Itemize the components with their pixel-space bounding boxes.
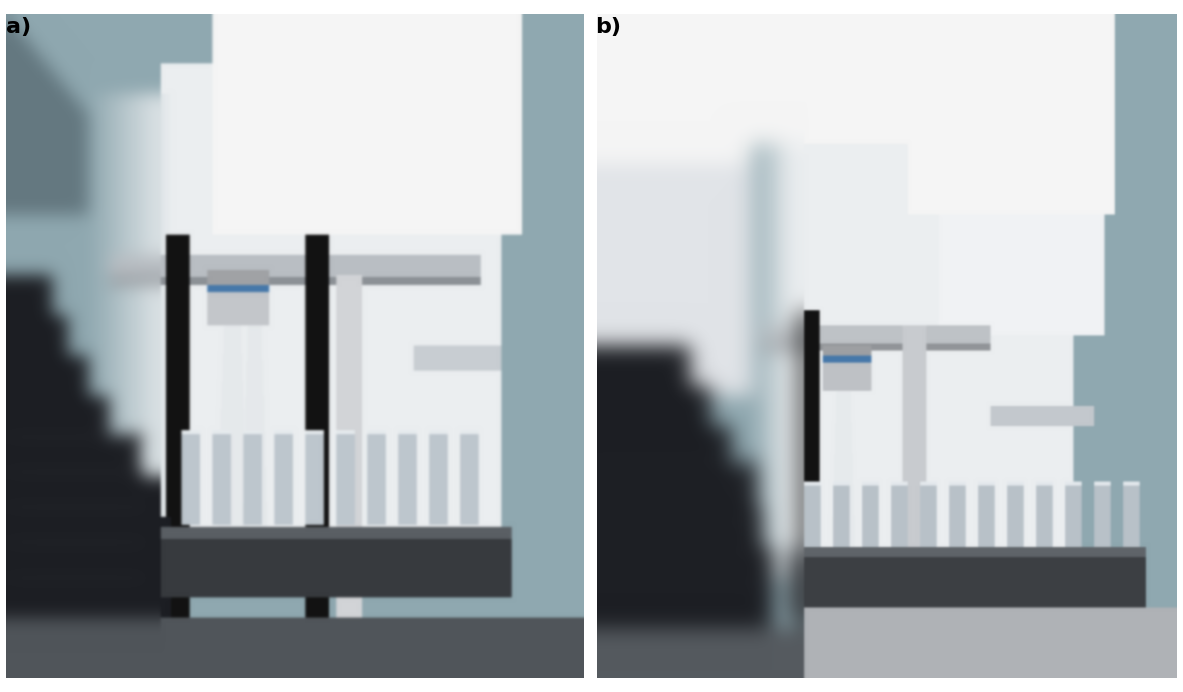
Text: a): a) <box>6 17 31 37</box>
Text: b): b) <box>595 17 621 37</box>
